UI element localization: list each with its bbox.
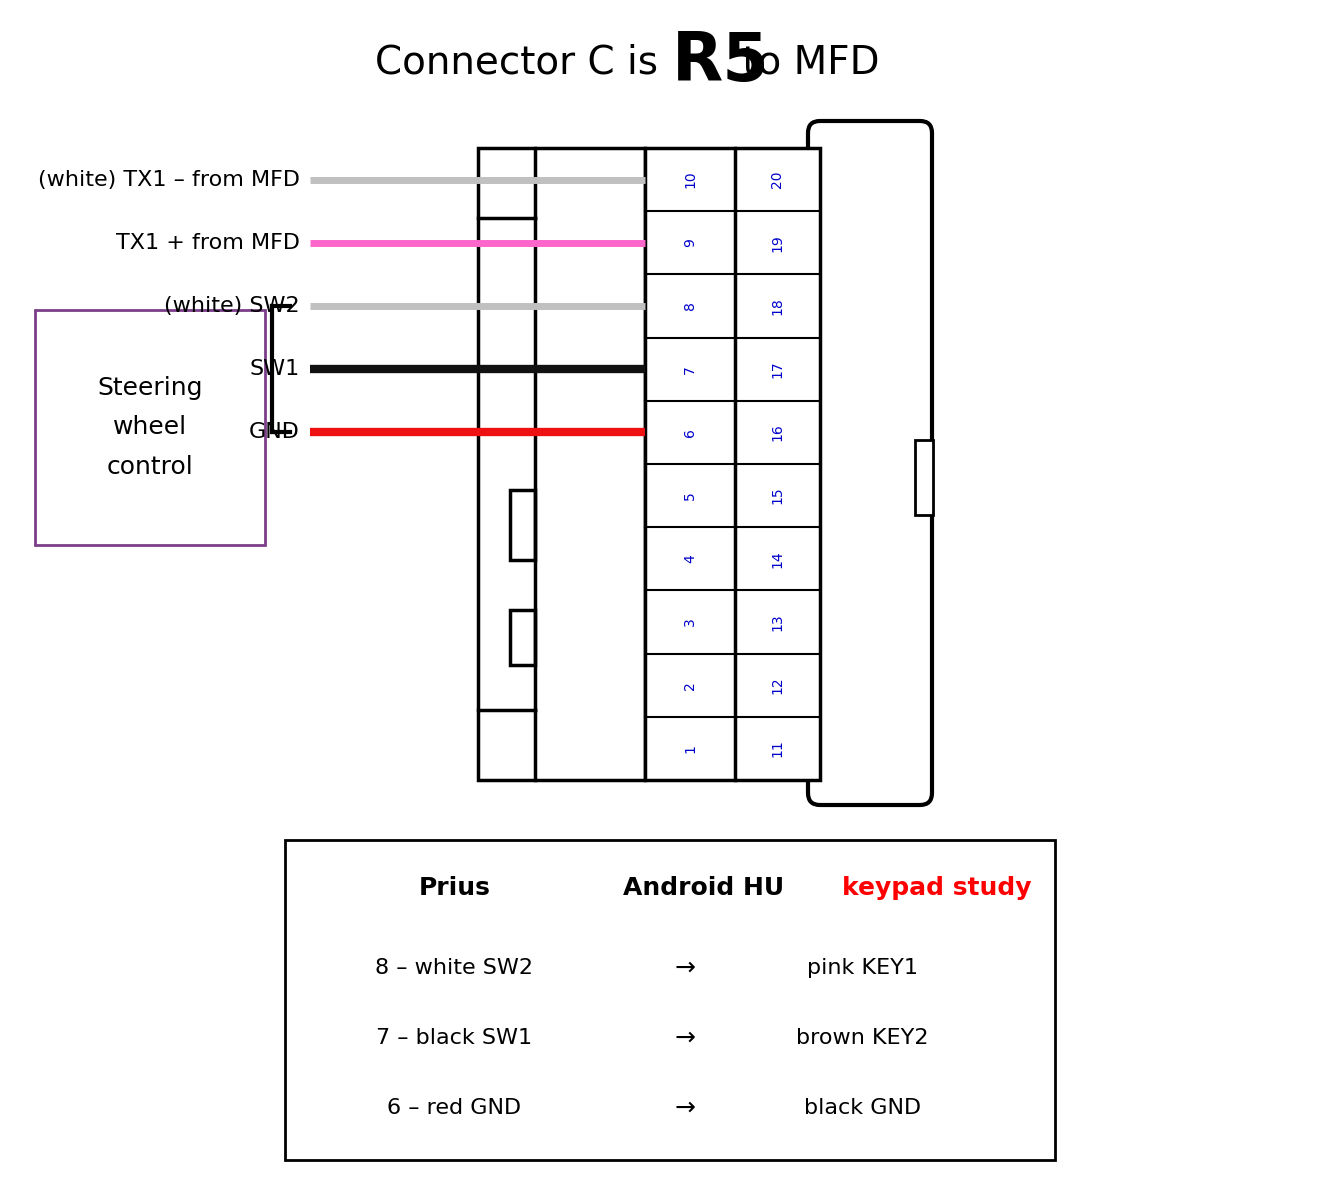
Text: 18: 18 <box>770 298 784 314</box>
Text: 3: 3 <box>683 618 697 626</box>
Text: →: → <box>675 1026 695 1050</box>
Text: Connector C is: Connector C is <box>375 43 670 80</box>
Text: 8 – white SW2: 8 – white SW2 <box>375 958 533 978</box>
Text: 10: 10 <box>683 170 697 188</box>
Text: R5: R5 <box>671 29 769 95</box>
Text: 9: 9 <box>683 239 697 247</box>
Text: pink KEY1: pink KEY1 <box>807 958 918 978</box>
Text: to MFD: to MFD <box>730 43 879 80</box>
Text: →: → <box>675 1096 695 1120</box>
Text: 8: 8 <box>683 301 697 311</box>
Text: 20: 20 <box>770 170 784 188</box>
Text: 5: 5 <box>683 491 697 500</box>
Text: 15: 15 <box>770 487 784 504</box>
Text: GND: GND <box>249 422 300 443</box>
Bar <box>35 310 265 545</box>
Bar <box>511 490 535 560</box>
Text: Prius: Prius <box>418 876 490 900</box>
Text: 6 – red GND: 6 – red GND <box>387 1098 521 1118</box>
Text: SW1: SW1 <box>249 359 300 379</box>
Bar <box>285 840 1055 1160</box>
FancyBboxPatch shape <box>808 121 933 805</box>
Text: 16: 16 <box>770 424 784 442</box>
Text: 1: 1 <box>683 744 697 752</box>
Bar <box>645 148 820 780</box>
Bar <box>915 440 933 515</box>
Text: 17: 17 <box>770 360 784 378</box>
Text: 7: 7 <box>683 365 697 373</box>
Text: 2: 2 <box>683 680 697 690</box>
Bar <box>511 610 535 665</box>
Text: Android HU: Android HU <box>623 876 793 900</box>
Bar <box>478 148 645 780</box>
Text: black GND: black GND <box>804 1098 921 1118</box>
Text: 13: 13 <box>770 613 784 631</box>
Text: 7 – black SW1: 7 – black SW1 <box>377 1028 532 1048</box>
Text: 4: 4 <box>683 554 697 563</box>
Text: 19: 19 <box>770 234 784 252</box>
Text: 6: 6 <box>683 428 697 437</box>
Text: Steering
wheel
control: Steering wheel control <box>98 377 202 479</box>
Text: 14: 14 <box>770 550 784 568</box>
Text: 12: 12 <box>770 677 784 694</box>
Text: 11: 11 <box>770 739 784 757</box>
Text: brown KEY2: brown KEY2 <box>796 1028 929 1048</box>
Text: keypad study: keypad study <box>843 876 1032 900</box>
Text: (white) TX1 – from MFD: (white) TX1 – from MFD <box>38 169 300 190</box>
Text: TX1 + from MFD: TX1 + from MFD <box>117 233 300 253</box>
Text: (white) SW2: (white) SW2 <box>165 296 300 316</box>
Text: →: → <box>675 956 695 980</box>
